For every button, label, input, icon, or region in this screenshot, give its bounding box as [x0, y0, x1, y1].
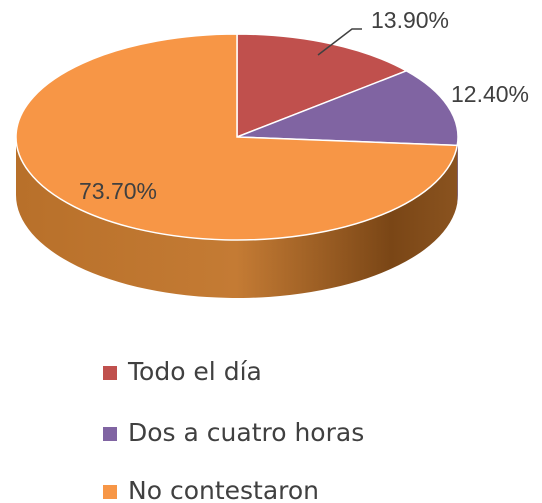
legend-label: No contestaron	[128, 476, 319, 503]
value-label: 13.90%	[371, 7, 449, 33]
slice	[236, 70, 459, 147]
legend-swatch	[103, 485, 117, 499]
slice-side	[457, 137, 458, 204]
slice	[236, 33, 409, 139]
value-label: 12.40%	[451, 81, 529, 107]
slice	[15, 33, 459, 241]
legend-swatch	[103, 366, 117, 380]
leader-line	[317, 28, 362, 56]
legend-swatch	[103, 427, 117, 441]
legend-label: Todo el día	[127, 357, 262, 386]
value-label: 73.70%	[79, 178, 157, 204]
slice-side	[16, 137, 458, 299]
legend-label: Dos a cuatro horas	[128, 418, 364, 447]
